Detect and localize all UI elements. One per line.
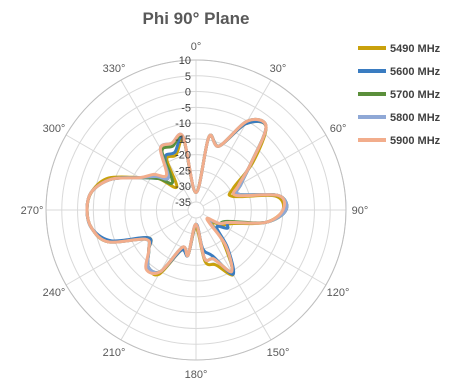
grid-spoke	[65, 213, 190, 286]
radial-tick-label: -5	[181, 102, 191, 114]
radial-tick-label: -10	[175, 118, 191, 130]
angular-tick-label: 300°	[43, 123, 66, 135]
radial-tick-label: -25	[175, 165, 191, 177]
legend: 5490 MHz 5600 MHz 5700 MHz 5800 MHz 5900 MHz	[358, 43, 441, 147]
grid-spoke	[202, 134, 327, 207]
angular-tick-labels: 0° 30° 60° 90° 120° 150° 180° 210° 240° 270° 300° 3…	[21, 41, 369, 381]
chart-title: Phi 90° Plane	[143, 9, 250, 28]
legend-label: 5900 MHz	[390, 135, 441, 147]
legend-label: 5800 MHz	[390, 112, 441, 124]
grid-spoke	[199, 216, 272, 341]
angular-tick-label: 240°	[43, 287, 66, 299]
radial-tick-label: 10	[179, 55, 191, 67]
angular-tick-label: 270°	[21, 205, 44, 217]
grid-spoke	[120, 79, 193, 204]
angular-tick-label: 150°	[267, 347, 290, 359]
angular-tick-label: 120°	[327, 287, 350, 299]
radial-tick-label: 5	[185, 71, 191, 83]
grid-spoke	[199, 79, 272, 204]
radial-tick-label: -15	[175, 134, 191, 146]
radial-tick-labels: 10 5 0 -5 -10 -15 -20 -25 -30 -35	[175, 55, 191, 209]
angular-tick-label: 180°	[185, 369, 208, 381]
angular-tick-label: 0°	[191, 41, 202, 53]
polar-grid	[45, 59, 347, 361]
angular-tick-label: 210°	[103, 347, 126, 359]
legend-label: 5490 MHz	[390, 43, 441, 55]
radial-tick-label: -35	[175, 197, 191, 209]
radial-tick-label: -30	[175, 181, 191, 193]
legend-label: 5600 MHz	[390, 66, 441, 78]
radial-tick-label: 0	[185, 87, 191, 99]
grid-spoke	[120, 216, 193, 341]
angular-tick-label: 30°	[270, 63, 287, 75]
grid-spoke	[65, 134, 190, 207]
series-line	[85, 117, 286, 275]
legend-label: 5700 MHz	[390, 89, 441, 101]
angular-tick-label: 330°	[103, 63, 126, 75]
angular-tick-label: 60°	[330, 123, 347, 135]
series-layer	[85, 117, 289, 277]
angular-tick-label: 90°	[352, 205, 369, 217]
outer-ring	[45, 59, 347, 361]
radial-tick-label: -20	[175, 150, 191, 162]
